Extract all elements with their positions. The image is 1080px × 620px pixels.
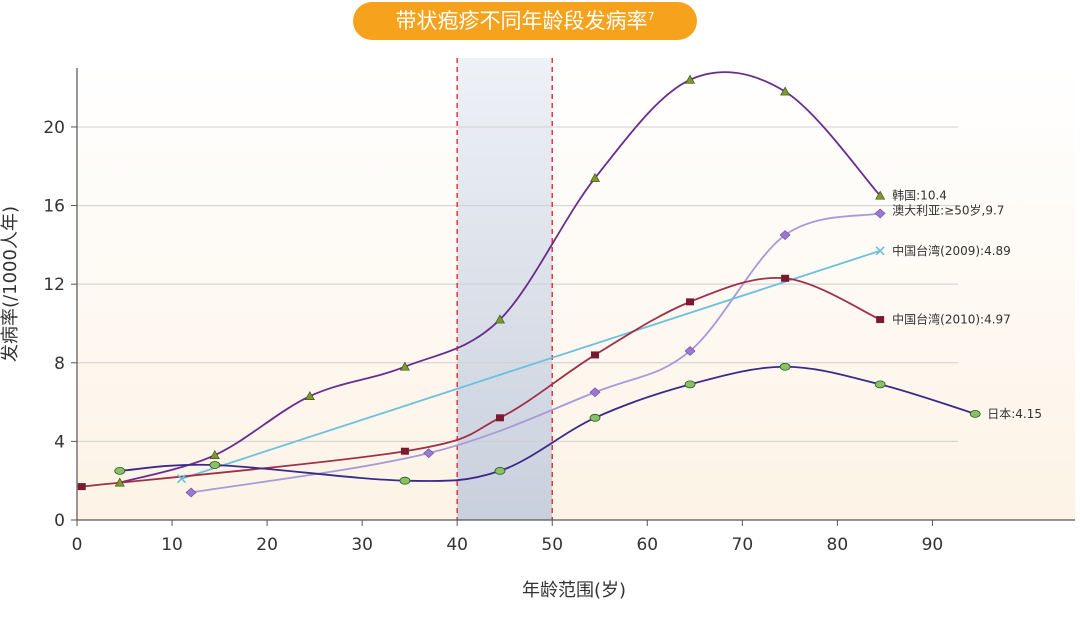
x-tick-label-30: 30 bbox=[351, 535, 373, 555]
x-tick-label-20: 20 bbox=[256, 535, 278, 555]
x-tick-label-10: 10 bbox=[161, 535, 183, 555]
series-label-australia: 澳大利亚:≥50岁,9.7 bbox=[892, 202, 1004, 217]
data-point-australia-5 bbox=[874, 208, 886, 219]
data-point-japan-5 bbox=[684, 380, 696, 389]
data-point-japan-0 bbox=[114, 466, 126, 475]
data-point-korea-7 bbox=[780, 86, 791, 96]
data-point-japan-7 bbox=[874, 380, 886, 389]
y-tick-label-8: 8 bbox=[54, 354, 65, 374]
data-point-japan-6 bbox=[779, 362, 791, 371]
data-point-korea-5 bbox=[589, 172, 601, 182]
x-tick-label-80: 80 bbox=[827, 535, 849, 555]
x-tick-label-40: 40 bbox=[446, 535, 468, 555]
series-line-japan bbox=[119, 365, 976, 482]
x-axis-label: 年龄范围(岁) bbox=[522, 580, 626, 601]
x-tick-label-60: 60 bbox=[636, 535, 658, 555]
data-point-japan-8 bbox=[969, 409, 981, 418]
y-tick-label-12: 12 bbox=[43, 275, 65, 295]
data-point-taiwan-2010-5 bbox=[781, 274, 790, 282]
data-point-japan-4 bbox=[589, 413, 601, 422]
data-point-japan-1 bbox=[209, 461, 221, 469]
data-point-korea-8 bbox=[875, 190, 886, 200]
x-tick-label-50: 50 bbox=[541, 535, 563, 555]
data-point-taiwan-2010-2 bbox=[495, 414, 504, 422]
x-tick-label-70: 70 bbox=[732, 535, 754, 555]
plot-background bbox=[77, 68, 1075, 520]
x-tick-label-90: 90 bbox=[922, 535, 944, 555]
data-point-australia-4 bbox=[779, 230, 791, 240]
y-tick-label-4: 4 bbox=[54, 432, 65, 452]
data-point-korea-4 bbox=[494, 314, 505, 324]
series-line-taiwan-2009 bbox=[181, 249, 881, 480]
series-label-taiwan-2009: 中国台湾(2009):4.89 bbox=[892, 243, 1011, 258]
data-point-taiwan-2009-1 bbox=[875, 246, 885, 256]
data-point-japan-2 bbox=[399, 476, 411, 485]
data-point-australia-0 bbox=[185, 487, 197, 498]
series-label-korea: 韩国:10.4 bbox=[892, 188, 947, 203]
chart-title-superscript: 7 bbox=[647, 10, 655, 23]
chart-title: 带状疱疹不同年龄段发病率 bbox=[395, 9, 648, 33]
x-tick-label-0: 0 bbox=[72, 535, 83, 555]
series-label-japan: 日本:4.15 bbox=[987, 407, 1042, 421]
data-point-taiwan-2010-0 bbox=[77, 483, 86, 491]
data-point-taiwan-2010-6 bbox=[876, 316, 885, 324]
chart-title-pill: 带状疱疹不同年龄段发病率7 bbox=[353, 2, 697, 40]
data-point-taiwan-2010-1 bbox=[400, 447, 409, 455]
data-point-taiwan-2010-3 bbox=[591, 351, 600, 359]
data-point-japan-3 bbox=[494, 466, 506, 475]
data-point-taiwan-2010-4 bbox=[686, 298, 695, 306]
y-tick-label-16: 16 bbox=[43, 197, 65, 217]
y-tick-label-0: 0 bbox=[54, 511, 65, 531]
highlight-band bbox=[457, 58, 553, 520]
data-point-korea-2 bbox=[304, 391, 315, 400]
data-point-australia-1 bbox=[423, 448, 435, 459]
data-point-korea-6 bbox=[685, 74, 696, 84]
data-point-korea-0 bbox=[114, 477, 125, 487]
series-line-korea bbox=[119, 71, 881, 484]
data-point-korea-1 bbox=[209, 450, 220, 459]
data-point-taiwan-2009-0 bbox=[176, 474, 187, 484]
y-axis-label: 发病率(/1000人年) bbox=[0, 206, 21, 362]
y-tick-label-20: 20 bbox=[43, 118, 65, 138]
series-label-taiwan-2010: 中国台湾(2010):4.97 bbox=[892, 312, 1011, 327]
data-point-korea-3 bbox=[399, 361, 410, 371]
data-point-australia-2 bbox=[589, 387, 601, 398]
data-point-australia-3 bbox=[684, 346, 696, 356]
